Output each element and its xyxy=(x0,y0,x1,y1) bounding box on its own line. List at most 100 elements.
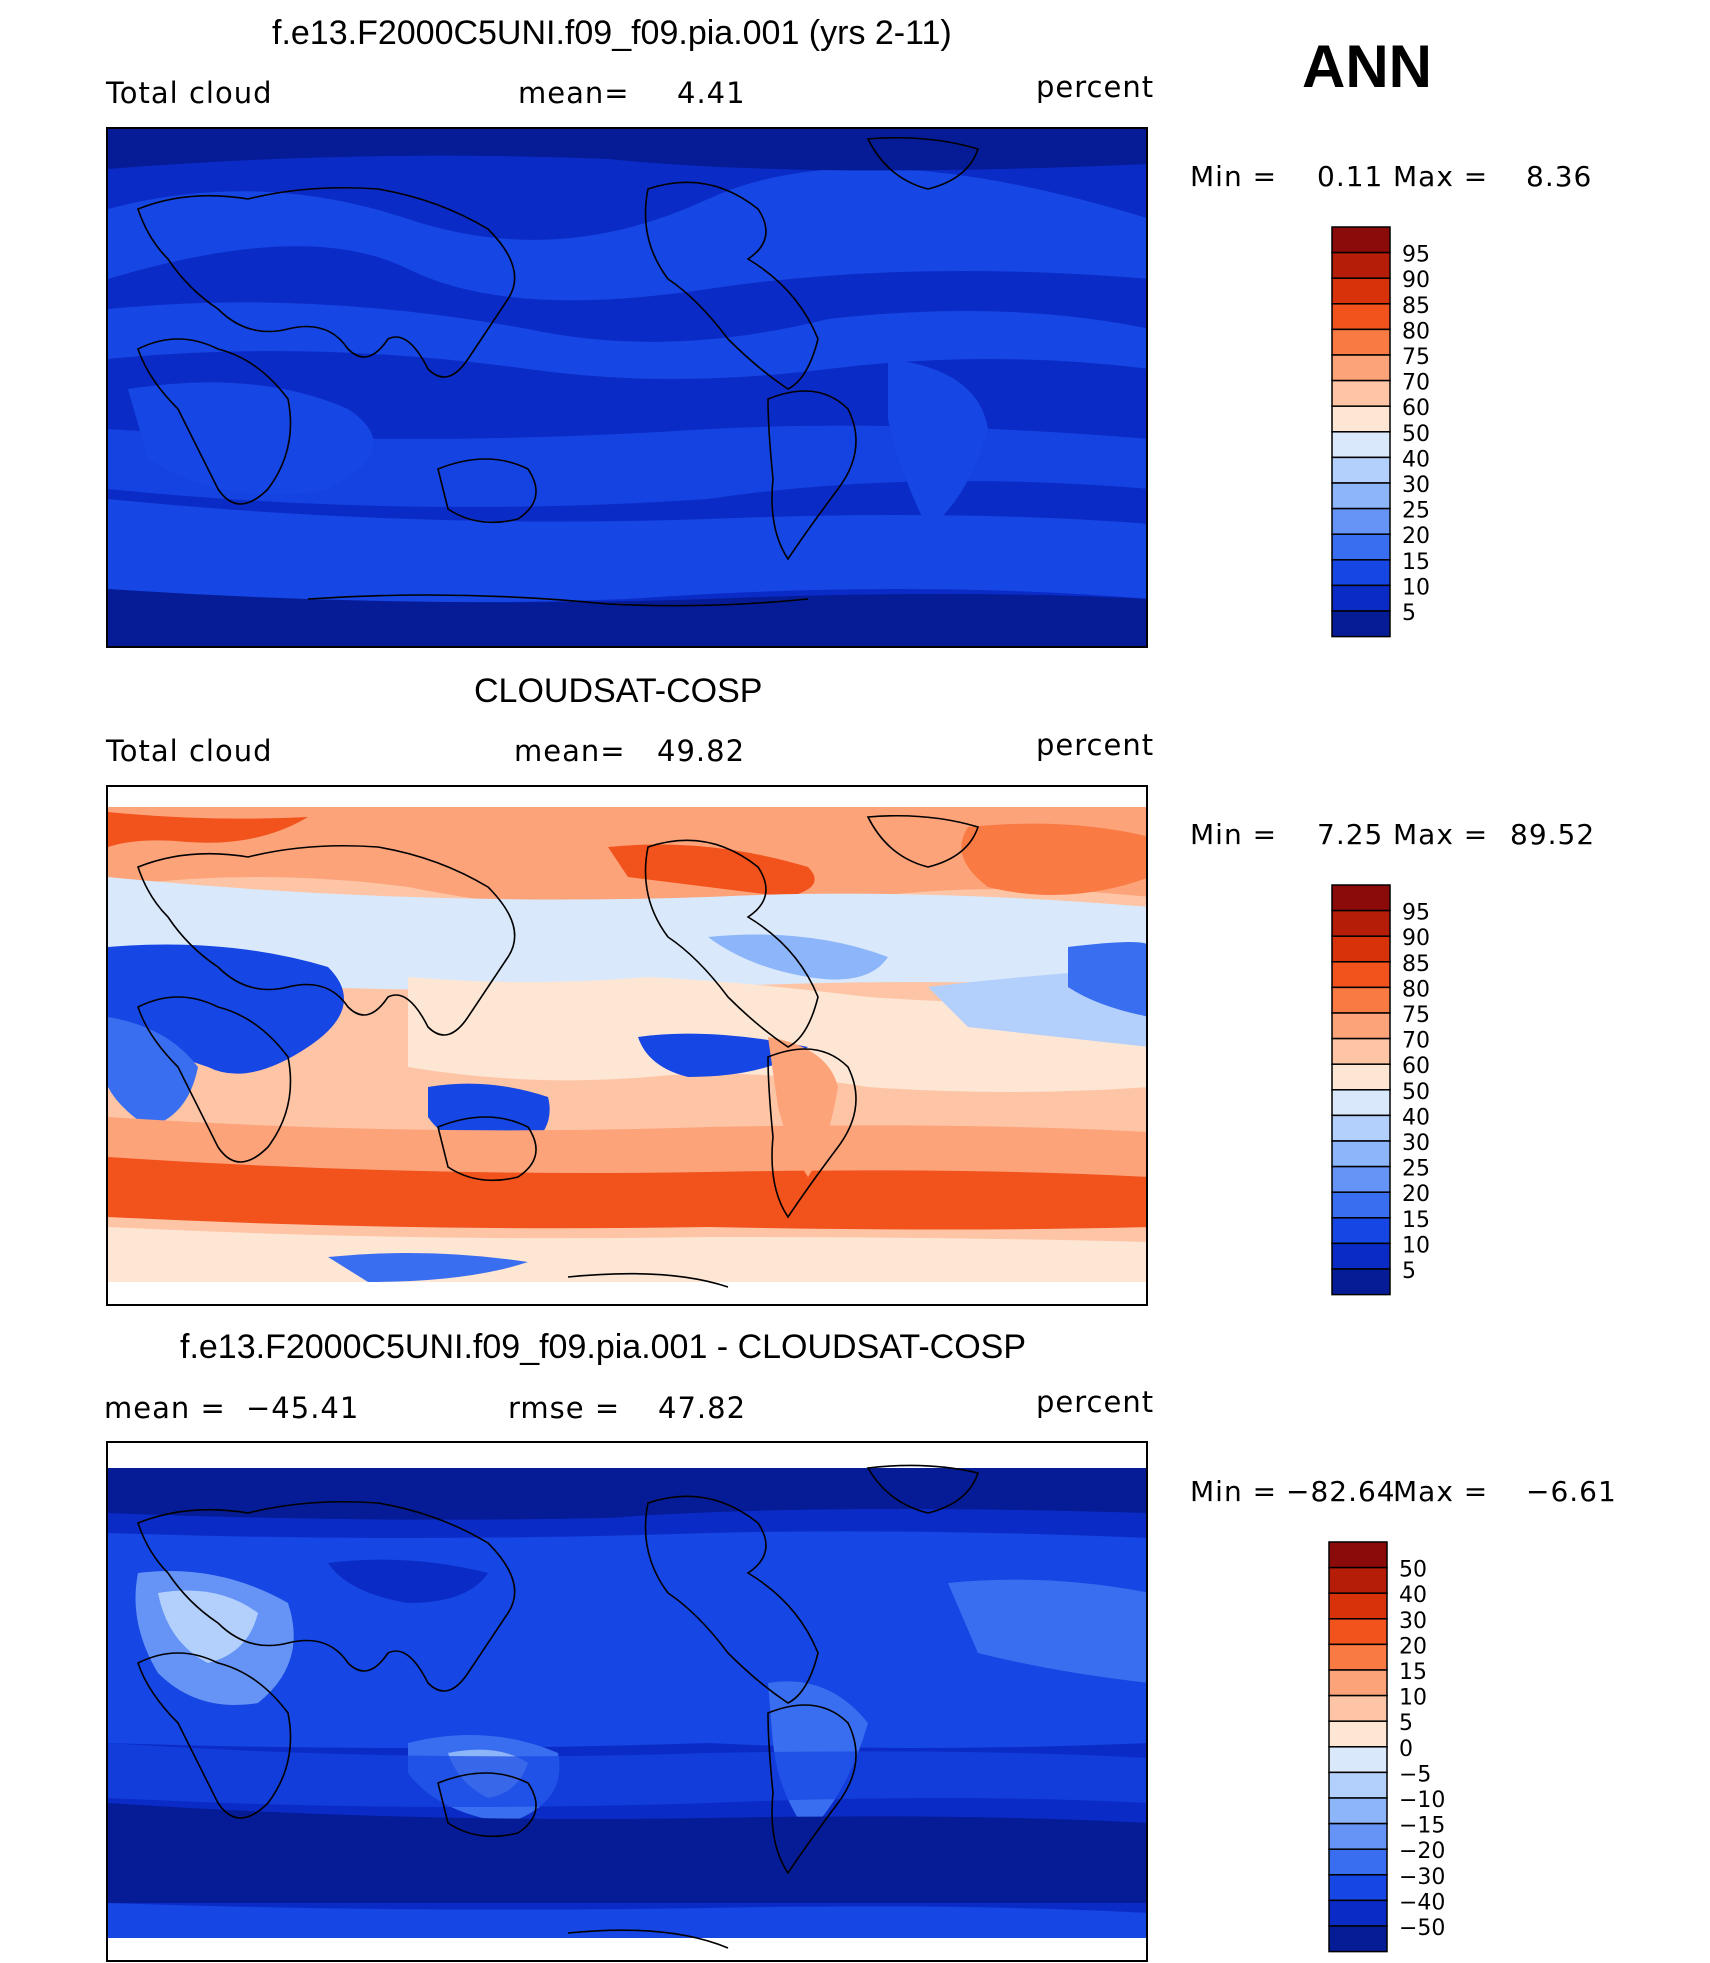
colorbar-tick-label: 75 xyxy=(1402,345,1430,370)
panel1-max-value: 8.36 xyxy=(1526,160,1593,193)
panel3-max-label: Max = xyxy=(1393,1475,1489,1508)
panel1-units: percent xyxy=(1036,70,1155,104)
panel3-rmse-value: 47.82 xyxy=(658,1391,747,1425)
colorbar-box xyxy=(1328,1848,1388,1876)
colorbar-tick-label: 70 xyxy=(1402,371,1430,396)
colorbar-tick-label: 75 xyxy=(1402,1003,1430,1028)
panel1-max-label: Max = xyxy=(1393,160,1489,193)
colorbar-tick-label: 15 xyxy=(1402,1208,1430,1233)
panel2-min-value: 7.25 xyxy=(1317,818,1384,851)
colorbar-tick-label: 50 xyxy=(1402,422,1430,447)
colorbar-box xyxy=(1331,1063,1391,1091)
colorbar-tick-label: 5 xyxy=(1402,1259,1416,1284)
panel3-mean-label: mean = xyxy=(104,1391,226,1425)
colorbar-box xyxy=(1331,1191,1391,1219)
panel2-mean-value: 49.82 xyxy=(657,734,746,768)
colorbar-tick-label: 15 xyxy=(1399,1660,1427,1685)
colorbar-tick-label: 30 xyxy=(1399,1609,1427,1634)
colorbar-tick-label: −15 xyxy=(1399,1814,1445,1839)
colorbar-box xyxy=(1331,431,1391,459)
colorbar-box xyxy=(1328,1771,1388,1799)
panel1-min-value: 0.11 xyxy=(1317,160,1384,193)
colorbar-box xyxy=(1331,226,1391,254)
colorbar-tick-label: 5 xyxy=(1399,1711,1413,1736)
panel2-min-label: Min = xyxy=(1190,818,1278,851)
colorbar-box xyxy=(1331,1012,1391,1040)
colorbar-box xyxy=(1331,584,1391,612)
colorbar-tick-label: 10 xyxy=(1402,1233,1430,1258)
panel3-min-value: −82.64 xyxy=(1286,1475,1396,1508)
colorbar-box xyxy=(1328,1669,1388,1697)
colorbar-tick-label: 10 xyxy=(1399,1686,1427,1711)
colorbar-box xyxy=(1331,1242,1391,1270)
colorbar-tick-label: 50 xyxy=(1402,1080,1430,1105)
colorbar-box xyxy=(1331,1037,1391,1065)
colorbar-box xyxy=(1328,1541,1388,1569)
colorbar-box xyxy=(1331,961,1391,989)
colorbar-tick-label: 25 xyxy=(1402,1157,1430,1182)
panel1-field-bands xyxy=(108,129,1146,646)
colorbar-tick-label: 95 xyxy=(1402,243,1430,268)
colorbar-box xyxy=(1331,379,1391,407)
colorbar-tick-label: 60 xyxy=(1402,1054,1430,1079)
colorbar-box xyxy=(1328,1925,1388,1953)
colorbar-box xyxy=(1328,1643,1388,1671)
panel3-min-label: Min = xyxy=(1190,1475,1278,1508)
colorbar-box xyxy=(1331,1217,1391,1245)
colorbar-box xyxy=(1328,1566,1388,1594)
colorbar-tick-label: 85 xyxy=(1402,952,1430,977)
panel2-field-bands xyxy=(108,807,1146,1282)
colorbar-tick-label: 95 xyxy=(1402,901,1430,926)
colorbar-box xyxy=(1328,1899,1388,1927)
colorbar-tick-label: −30 xyxy=(1399,1865,1445,1890)
colorbar-box xyxy=(1331,533,1391,561)
panel1-min-label: Min = xyxy=(1190,160,1278,193)
colorbar-box xyxy=(1331,328,1391,356)
panel2-units: percent xyxy=(1036,728,1155,762)
panel3-field-bands xyxy=(108,1468,1146,1938)
colorbar-tick-label: 25 xyxy=(1402,499,1430,524)
panel3-coastlines xyxy=(137,1464,980,1949)
colorbar-box xyxy=(1328,1797,1388,1825)
colorbar-tick-label: 50 xyxy=(1399,1558,1427,1583)
panel1-map xyxy=(106,127,1148,648)
colorbar-tick-label: 80 xyxy=(1402,977,1430,1002)
colorbar-tick-label: 0 xyxy=(1399,1737,1413,1762)
colorbar-box xyxy=(1331,610,1391,638)
panel3-rmse-label: rmse = xyxy=(508,1391,621,1425)
panel3-mean-value: −45.41 xyxy=(246,1391,360,1425)
panel1-coastlines xyxy=(137,136,980,607)
colorbar-box xyxy=(1331,456,1391,484)
colorbar-box xyxy=(1331,986,1391,1014)
colorbar-tick-label: 20 xyxy=(1402,524,1430,549)
colorbar-box xyxy=(1331,935,1391,963)
colorbar-tick-label: 40 xyxy=(1402,447,1430,472)
colorbar-box xyxy=(1331,303,1391,331)
panel3-units: percent xyxy=(1036,1385,1155,1419)
colorbar-tick-label: 15 xyxy=(1402,550,1430,575)
colorbar-box xyxy=(1331,251,1391,279)
panel1-title: f.e13.F2000C5UNI.f09_f09.pia.001 (yrs 2-… xyxy=(272,14,952,52)
colorbar-tick-label: 40 xyxy=(1402,1105,1430,1130)
colorbar-box xyxy=(1331,1089,1391,1117)
panel1-mean-value: 4.41 xyxy=(677,76,746,110)
colorbar-box xyxy=(1331,909,1391,937)
colorbar-tick-label: 30 xyxy=(1402,473,1430,498)
panel2-mean-label: mean= xyxy=(514,734,626,768)
panel2-title: CLOUDSAT-COSP xyxy=(474,672,763,710)
colorbar-tick-label: 90 xyxy=(1402,926,1430,951)
colorbar-tick-label: 5 xyxy=(1402,601,1416,626)
colorbar-box xyxy=(1331,884,1391,912)
colorbar-box xyxy=(1328,1822,1388,1850)
colorbar-box xyxy=(1331,507,1391,535)
panel3-max-value: −6.61 xyxy=(1526,1475,1617,1508)
colorbar-box xyxy=(1331,1165,1391,1193)
colorbar-tick-label: −5 xyxy=(1399,1762,1431,1787)
season-label: ANN xyxy=(1302,33,1432,100)
colorbar-box xyxy=(1331,559,1391,587)
colorbar-box xyxy=(1331,1268,1391,1296)
colorbar-box xyxy=(1328,1618,1388,1646)
colorbar-box xyxy=(1331,1114,1391,1142)
